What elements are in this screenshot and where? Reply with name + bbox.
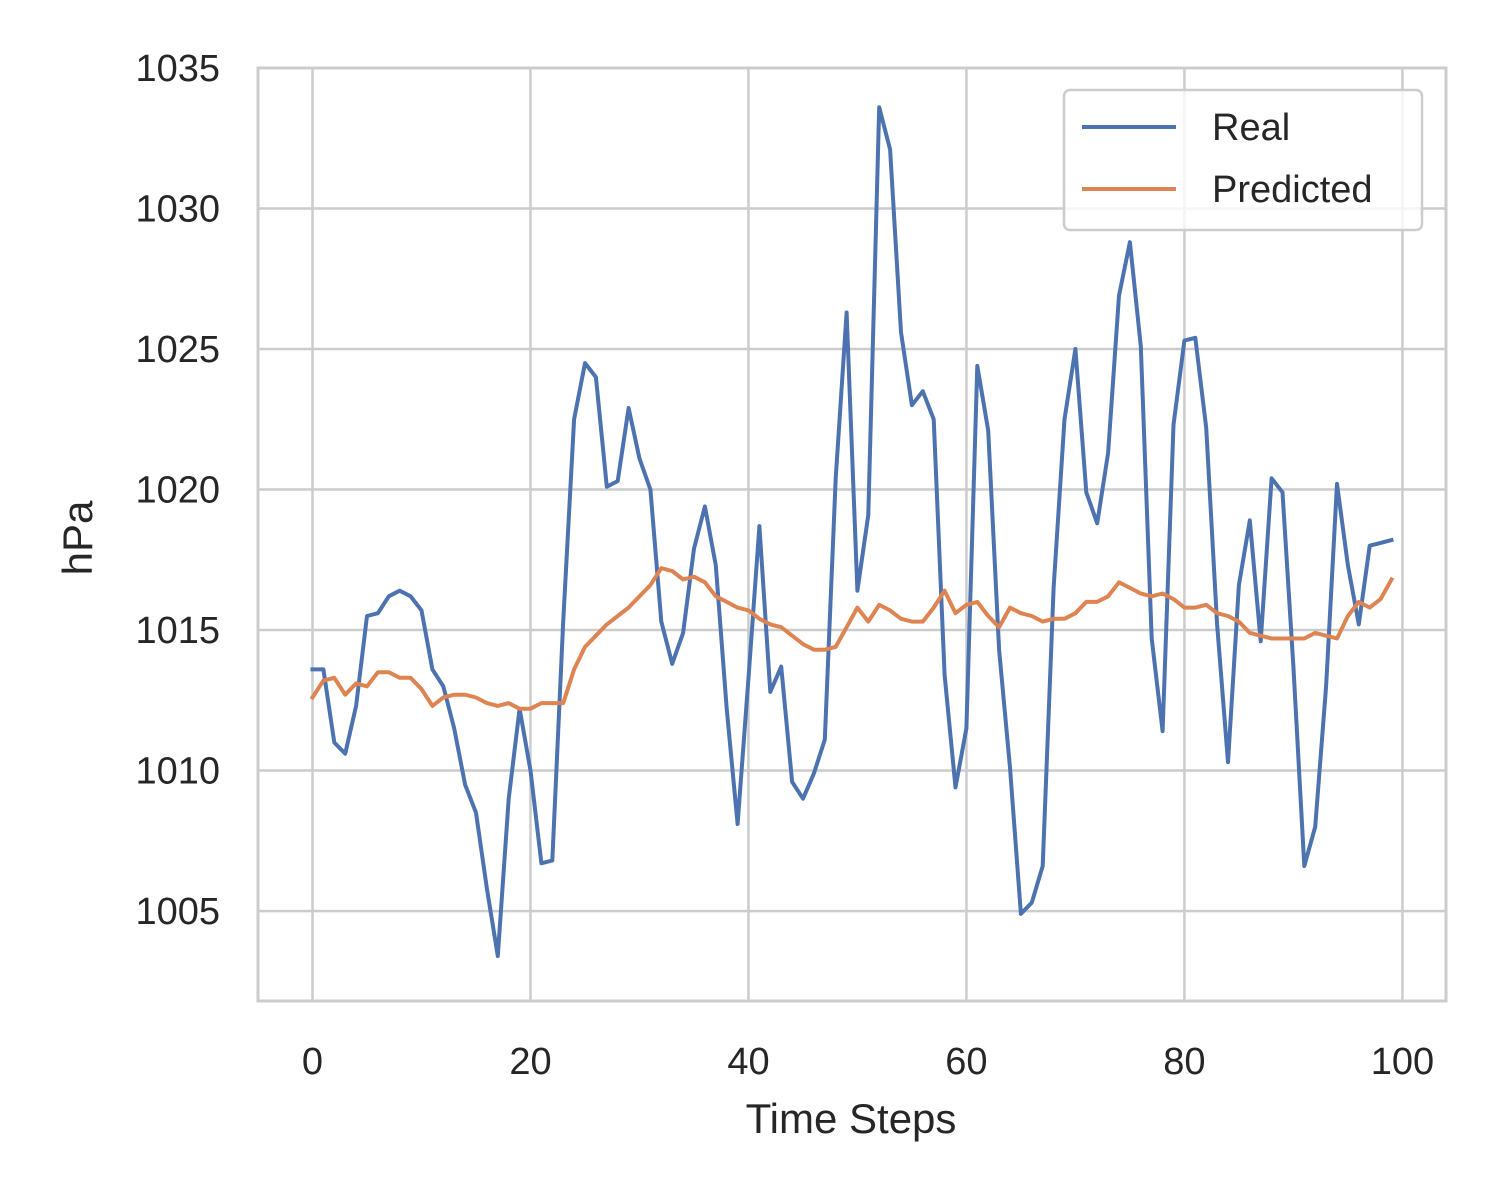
plot-frame — [256, 66, 1448, 1003]
legend-label-predicted: Predicted — [1212, 169, 1373, 211]
x-tick-label: 100 — [1371, 1041, 1434, 1083]
y-tick-label: 1010 — [135, 751, 220, 793]
y-tick-label: 1030 — [135, 189, 220, 231]
x-tick-label: 80 — [1163, 1041, 1205, 1083]
x-tick-label: 20 — [509, 1041, 551, 1083]
y-tick-label: 1025 — [135, 329, 220, 371]
x-axis-label: Time Steps — [746, 1095, 957, 1142]
y-tick-label: 1005 — [135, 891, 220, 933]
x-tick-label: 0 — [302, 1041, 323, 1083]
legend-label-real: Real — [1212, 107, 1290, 149]
y-tick-label: 1035 — [135, 48, 220, 90]
series-lines — [309, 105, 1395, 958]
y-axis-label: hPa — [54, 500, 101, 575]
series-line-real — [310, 105, 1394, 958]
series-line-predicted — [309, 566, 1395, 711]
x-tick-labels: 0 20 40 60 80 100 — [302, 1041, 1434, 1083]
legend: Real Predicted — [1062, 88, 1424, 232]
y-tick-labels: 1005 1010 1015 1020 1025 1030 1035 — [135, 48, 220, 933]
x-tick-label: 60 — [945, 1041, 987, 1083]
y-tick-label: 1015 — [135, 610, 220, 652]
x-tick-label: 40 — [727, 1041, 769, 1083]
y-tick-label: 1020 — [135, 470, 220, 512]
